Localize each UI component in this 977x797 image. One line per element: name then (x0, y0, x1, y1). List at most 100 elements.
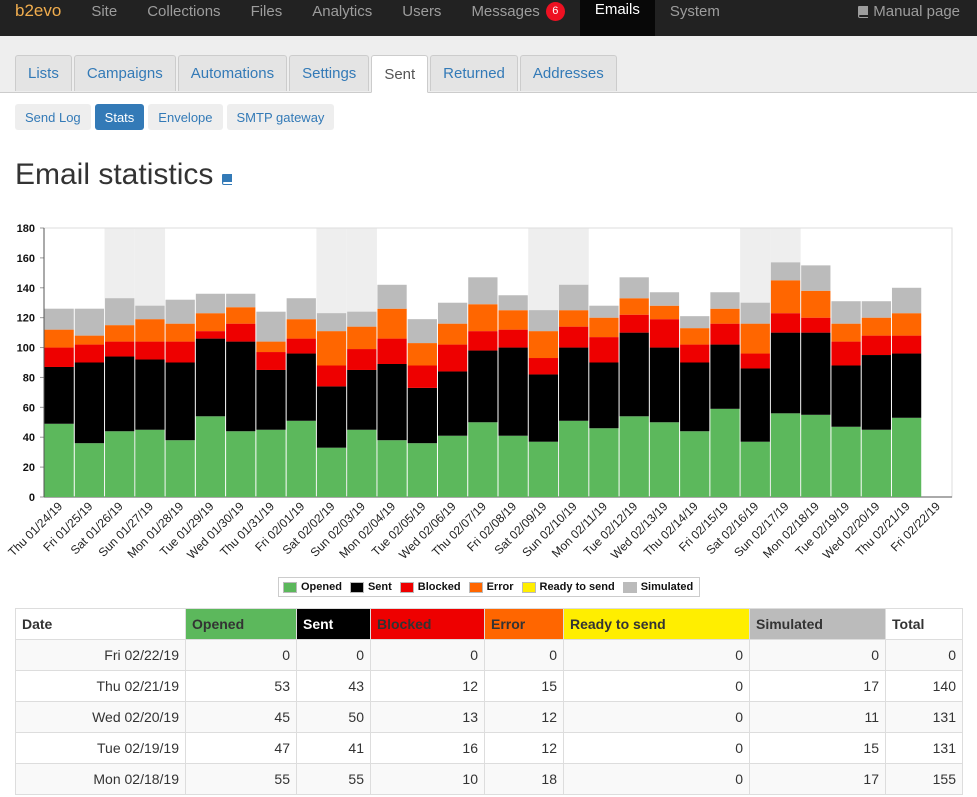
bar-blocked (74, 344, 105, 363)
tab-campaigns[interactable]: Campaigns (73, 55, 176, 91)
cell-ready: 0 (563, 639, 750, 671)
tab-lists[interactable]: Lists (15, 55, 72, 91)
bar-simulated (740, 302, 770, 324)
y-tick-label: 60 (23, 402, 35, 414)
bar-error (165, 323, 195, 342)
y-tick-label: 20 (23, 462, 35, 474)
cell-sent: 55 (296, 763, 371, 795)
bar-simulated (226, 293, 256, 308)
y-tick-label: 100 (17, 343, 35, 355)
bar-blocked (347, 349, 377, 370)
bar-simulated (619, 277, 649, 299)
tab-addresses[interactable]: Addresses (519, 55, 617, 91)
tab-sent[interactable]: Sent (371, 55, 429, 93)
bar-blocked (589, 337, 619, 363)
bar-error (347, 326, 377, 350)
tab-returned[interactable]: Returned (430, 55, 518, 91)
bar-simulated (437, 302, 468, 324)
page-title-row: Email statistics (15, 157, 977, 193)
y-tick-label: 80 (23, 372, 35, 384)
bar-opened (649, 422, 680, 497)
subtab-stats[interactable]: Stats (94, 104, 145, 130)
bar-error (891, 313, 922, 336)
nav-collections[interactable]: Collections (147, 2, 221, 20)
y-tick-label: 120 (17, 313, 35, 325)
col-simulated[interactable]: Simulated (749, 608, 886, 640)
brand-logo[interactable]: b2evo (15, 1, 62, 20)
bar-blocked (680, 344, 710, 363)
nav-analytics[interactable]: Analytics (312, 2, 373, 20)
table-row: Thu 02/21/19 53 43 12 15 0 17 140 (15, 670, 963, 702)
bar-opened (105, 431, 135, 497)
cell-sent: 0 (296, 639, 371, 671)
bar-opened (165, 440, 195, 497)
bar-sent (256, 369, 286, 430)
chart-legend: Opened Sent Blocked Error Ready to send … (278, 577, 701, 597)
nav-users[interactable]: Users (402, 2, 442, 20)
subtab-send-log[interactable]: Send Log (15, 104, 91, 130)
table-row: Fri 02/22/19 0 0 0 0 0 0 0 (15, 639, 963, 671)
bar-sent (316, 386, 347, 448)
col-opened[interactable]: Opened (185, 608, 297, 640)
legend-ready-label: Ready to send (539, 581, 615, 593)
help-book-icon[interactable] (221, 173, 233, 185)
y-tick-label: 40 (23, 432, 35, 444)
bar-sent (468, 350, 498, 423)
bar-error (44, 329, 74, 348)
bar-sent (226, 341, 256, 432)
bar-simulated (407, 319, 437, 344)
cell-simulated: 17 (749, 670, 886, 702)
table-header-row: Date Opened Sent Blocked Error Ready to … (15, 608, 963, 640)
nav-system[interactable]: System (669, 2, 720, 20)
bar-blocked (770, 313, 801, 333)
col-ready-to-send[interactable]: Ready to send (563, 608, 750, 640)
nav-site[interactable]: Site (91, 2, 118, 20)
bar-blocked (710, 323, 740, 345)
bar-opened (619, 416, 649, 497)
bar-sent (589, 362, 619, 429)
bar-error (74, 335, 105, 345)
bar-simulated (195, 293, 226, 314)
cell-date: Tue 02/19/19 (15, 732, 186, 764)
bar-blocked (195, 331, 226, 339)
nav-messages[interactable]: Messages 6 (456, 0, 579, 22)
bar-opened (801, 414, 831, 497)
bar-simulated (44, 308, 74, 330)
legend-blocked-swatch (399, 581, 414, 593)
cell-total: 155 (885, 763, 963, 795)
col-sent[interactable]: Sent (296, 608, 371, 640)
bar-opened (74, 443, 105, 497)
bar-blocked (891, 335, 922, 354)
legend-error: Error (468, 581, 514, 593)
bar-sent (437, 371, 468, 436)
y-tick-label: 180 (17, 223, 35, 235)
bar-error (861, 317, 891, 336)
bar-blocked (437, 344, 468, 372)
manual-page-link[interactable]: Manual page (857, 3, 960, 20)
col-error[interactable]: Error (484, 608, 564, 640)
legend-ready-swatch (521, 581, 536, 593)
nav-emails[interactable]: Emails (579, 0, 655, 36)
cell-opened: 45 (185, 701, 297, 733)
bar-error (740, 323, 770, 354)
nav-files[interactable]: Files (250, 2, 283, 20)
tab-settings[interactable]: Settings (289, 55, 370, 91)
page-title: Email statistics (15, 158, 214, 191)
sub-tabs: Send Log Stats Envelope SMTP gateway (15, 104, 977, 130)
cell-error: 12 (484, 701, 564, 733)
subtab-envelope[interactable]: Envelope (148, 104, 223, 130)
cell-ready: 0 (563, 763, 750, 795)
col-date[interactable]: Date (15, 608, 186, 640)
bar-opened (316, 447, 347, 497)
bar-simulated (891, 287, 922, 314)
cell-date: Fri 02/22/19 (15, 639, 186, 671)
subtab-smtp-gateway[interactable]: SMTP gateway (226, 104, 335, 130)
col-total[interactable]: Total (885, 608, 963, 640)
bar-sent (407, 387, 437, 444)
bar-simulated (831, 301, 861, 324)
col-blocked[interactable]: Blocked (370, 608, 485, 640)
tab-automations[interactable]: Automations (177, 55, 288, 91)
bar-opened (589, 428, 619, 497)
bar-opened (740, 441, 770, 497)
